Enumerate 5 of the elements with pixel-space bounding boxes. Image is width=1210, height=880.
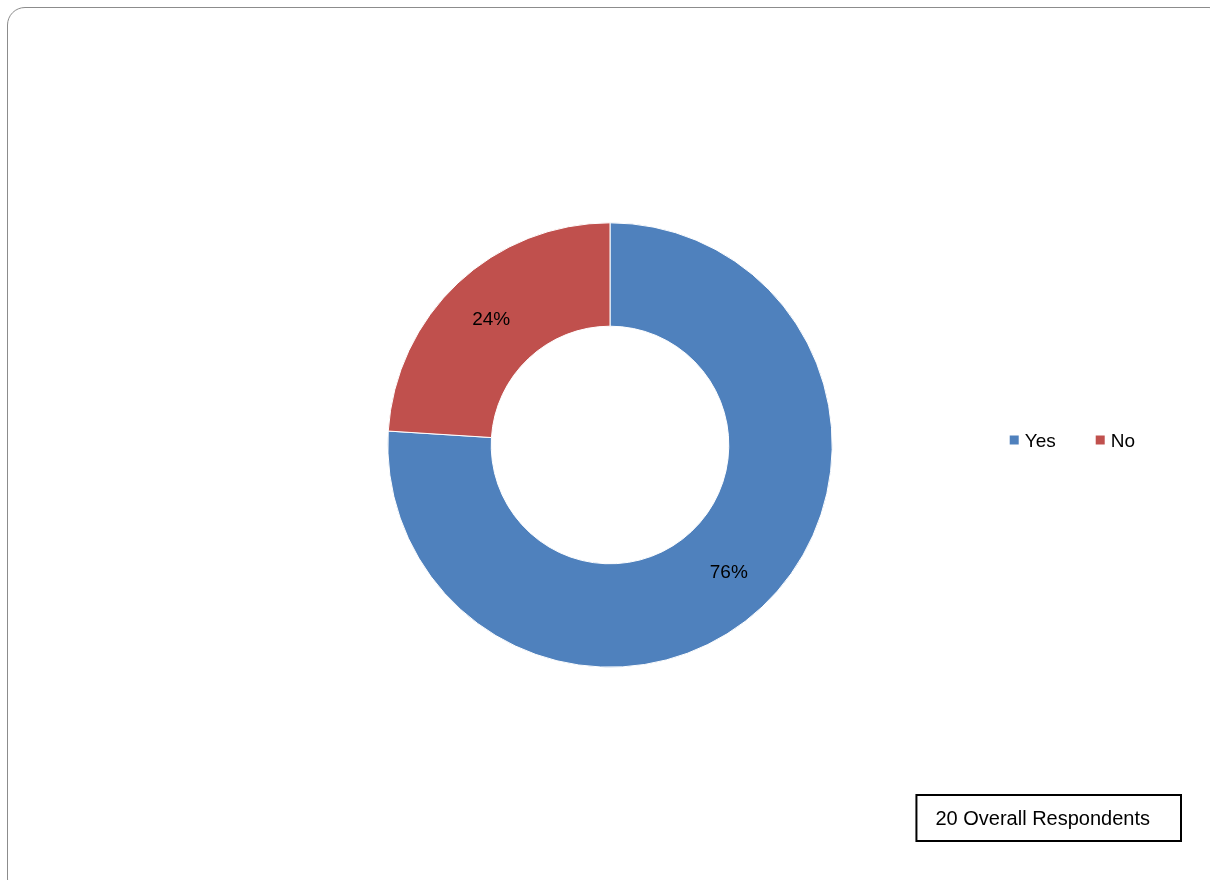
text: 20 Overall Respondents xyxy=(935,807,1151,829)
data-label: 76% xyxy=(709,560,748,582)
legend-label: Yes xyxy=(1024,429,1056,451)
data-label: 24% xyxy=(472,308,511,330)
legend-label: No xyxy=(1110,429,1136,451)
